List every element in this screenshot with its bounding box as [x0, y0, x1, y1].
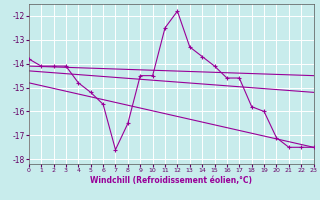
X-axis label: Windchill (Refroidissement éolien,°C): Windchill (Refroidissement éolien,°C): [90, 176, 252, 185]
